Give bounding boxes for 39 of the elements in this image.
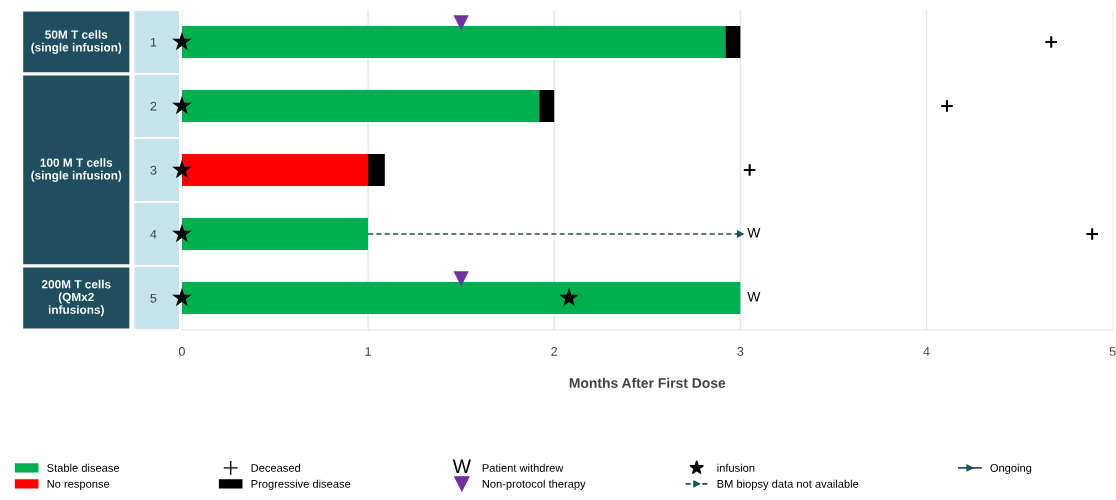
y-tick-label: 5 — [150, 293, 157, 303]
y-tick-label: 4 — [150, 229, 157, 239]
y-tick-label: 3 — [150, 165, 157, 175]
x-tick-label: 2 — [551, 347, 558, 356]
annotation: W — [747, 228, 761, 238]
x-tick-label: 0 — [178, 347, 185, 356]
point — [172, 223, 192, 243]
x-tick-label: 5 — [1109, 347, 1116, 356]
y-tick-label: 1 — [150, 37, 157, 47]
point — [1085, 227, 1100, 241]
point — [742, 163, 757, 177]
legend-label: BM biopsy data not available — [717, 479, 859, 490]
point — [1044, 35, 1059, 49]
legend-label: Progressive disease — [251, 479, 351, 490]
legend-label: infusion — [717, 463, 755, 472]
legend-label: Non-protocol therapy — [482, 479, 586, 490]
point — [172, 31, 192, 51]
point — [940, 99, 954, 113]
point — [172, 95, 192, 115]
y-tick-label: 2 — [150, 101, 157, 111]
bar — [539, 90, 555, 122]
x-tick-label: 3 — [737, 347, 744, 356]
annotation: W — [747, 292, 761, 302]
legend-label: Stable disease — [47, 463, 120, 472]
legend-label: Ongoing — [990, 463, 1032, 475]
point — [172, 287, 192, 307]
point — [172, 159, 192, 179]
x-tick-label: 1 — [365, 347, 371, 356]
text: 100 M T cells (single infusion) — [31, 158, 122, 182]
text: W — [452, 459, 471, 473]
x-tick-label: 4 — [923, 347, 930, 356]
legend-label: Deceased — [251, 463, 300, 472]
x-axis-title: Months After First Dose — [569, 377, 726, 388]
legend-label: No response — [47, 480, 110, 490]
text: 200M T cells (QMx2 infusions) — [41, 279, 111, 317]
text: 50M T cells (single infusion) — [31, 30, 122, 54]
bar — [368, 154, 385, 186]
legend-label: Patient withdrew — [482, 463, 564, 472]
bar — [725, 26, 741, 58]
